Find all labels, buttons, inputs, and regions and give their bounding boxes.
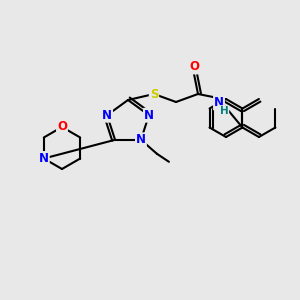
Text: N: N [136,133,146,146]
Text: N: N [102,109,112,122]
Text: N: N [214,97,224,110]
Text: N: N [144,109,154,122]
Text: O: O [57,121,67,134]
Text: S: S [150,88,158,100]
Text: O: O [189,61,199,74]
Text: N: N [39,152,49,165]
Text: H: H [220,106,228,116]
